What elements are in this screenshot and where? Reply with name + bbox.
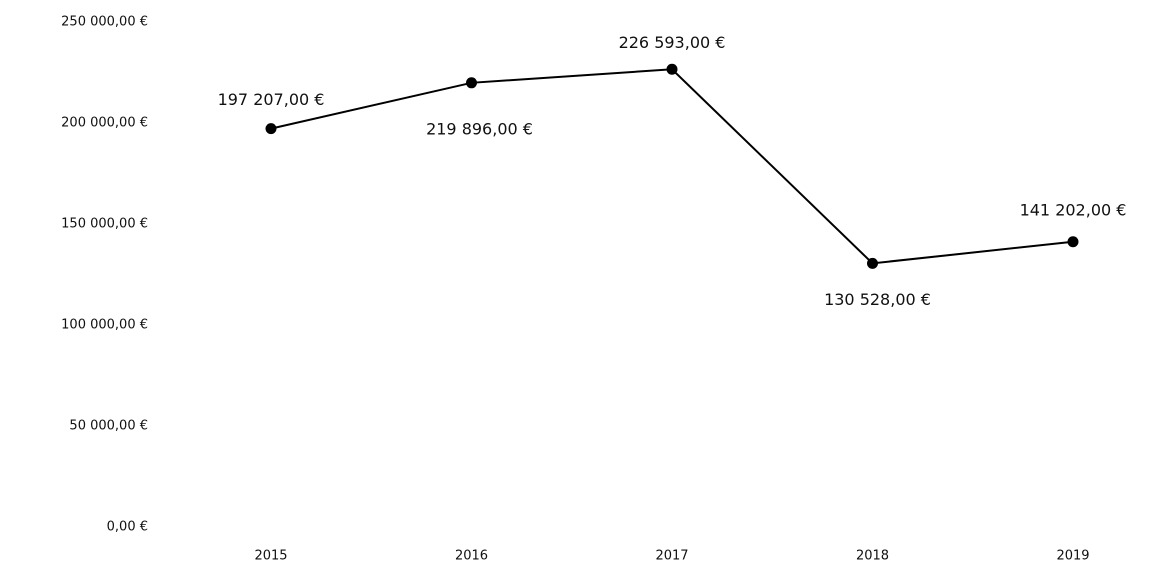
point — [1067, 236, 1079, 248]
point — [265, 123, 277, 135]
point — [867, 257, 878, 269]
x-tick-label: 2015 — [254, 549, 287, 564]
x-tick-label: 2018 — [856, 549, 889, 564]
value-label: 197 207,00 € — [218, 90, 325, 109]
value-label: 219 896,00 € — [426, 119, 533, 138]
y-tick-label: 0,00 € — [107, 520, 148, 535]
x-tick-label: 2016 — [455, 549, 488, 564]
point — [666, 63, 678, 75]
y-tick-label: 250 000,00 € — [61, 15, 148, 30]
y-tick-label: 200 000,00 € — [61, 116, 148, 131]
value-label: 141 202,00 € — [1020, 200, 1127, 219]
value-label: 226 593,00 € — [619, 33, 726, 52]
value-label: 130 528,00 € — [824, 290, 931, 309]
y-tick-label: 100 000,00 € — [61, 318, 148, 333]
x-tick-label: 2017 — [655, 549, 688, 564]
line — [270, 68, 1074, 265]
x-tick-label: 2019 — [1056, 549, 1089, 564]
y-tick-label: 150 000,00 € — [61, 217, 148, 232]
point — [466, 77, 477, 89]
y-tick-label: 50 000,00 € — [69, 419, 148, 434]
